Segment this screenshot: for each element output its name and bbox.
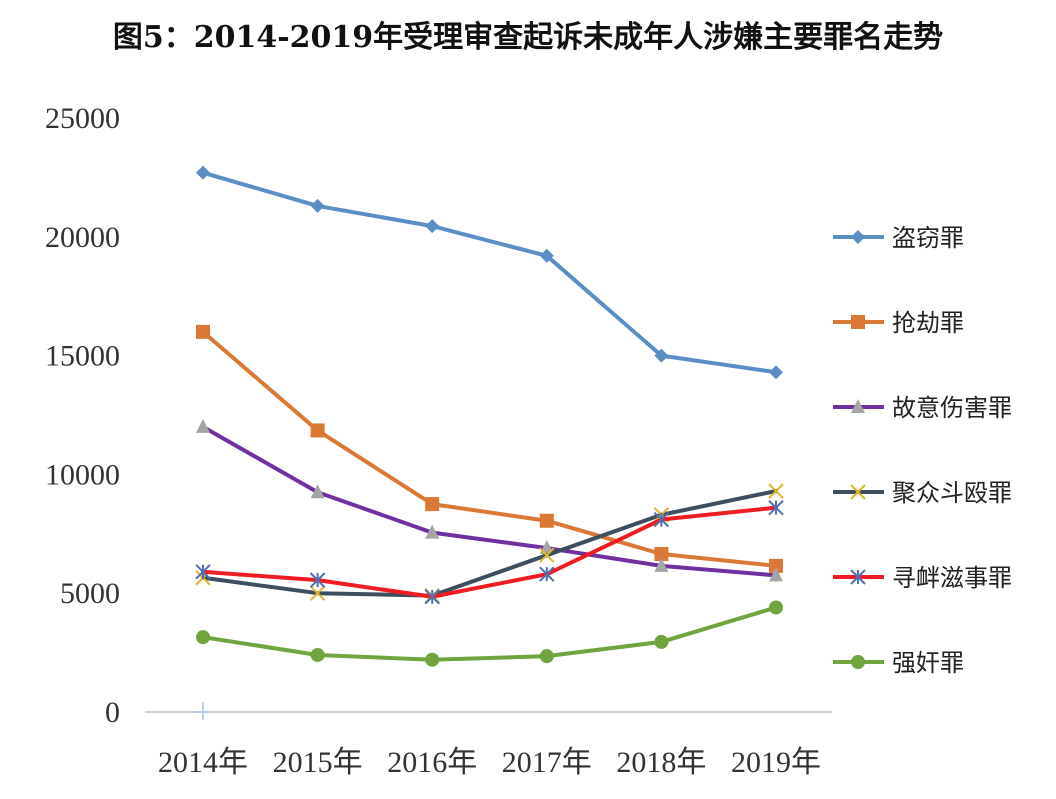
y-tick-label: 5000	[60, 577, 120, 610]
data-point	[309, 572, 326, 588]
data-point	[654, 634, 669, 649]
data-point	[310, 198, 325, 213]
marker-stroke	[309, 585, 326, 601]
series-line	[201, 424, 778, 578]
series-line	[201, 605, 778, 662]
data-point	[310, 484, 325, 499]
data-point	[769, 558, 783, 573]
data-point	[768, 483, 784, 499]
y-tick-label: 0	[105, 696, 120, 729]
data-point	[425, 497, 440, 512]
series-1	[196, 165, 783, 380]
legend-marker	[850, 484, 866, 500]
data-point	[424, 589, 440, 605]
series-layer	[195, 165, 784, 667]
legend-marker	[851, 230, 865, 244]
data-point	[310, 423, 325, 438]
data-point	[196, 165, 210, 180]
data-point	[425, 219, 440, 234]
y-tick-label: 15000	[45, 340, 120, 373]
legend-marker	[851, 315, 865, 329]
data-point	[539, 566, 555, 582]
data-point	[769, 600, 783, 615]
data-point	[653, 511, 670, 528]
data-point	[425, 524, 440, 539]
data-point	[309, 585, 326, 601]
data-point	[196, 324, 210, 339]
series-2	[196, 324, 783, 573]
data-point	[769, 567, 783, 582]
legend-item: 盗窃罪	[833, 224, 964, 252]
y-axis-ticks: 0 5000 10000 15000 20000 25000	[45, 102, 120, 729]
legend-label: 盗窃罪	[892, 224, 964, 252]
series-6	[196, 600, 783, 667]
x-axis-ticks: 2014年 2015年 2016年 2017年 2018年 2019年	[158, 746, 821, 779]
data-point	[539, 649, 554, 664]
legend-marker	[851, 399, 865, 413]
legend-label: 寻衅滋事罪	[892, 564, 1012, 592]
y-tick-label: 10000	[45, 458, 120, 491]
data-point	[195, 564, 211, 580]
data-point	[654, 348, 669, 363]
x-tick-label: 2019年	[731, 746, 821, 779]
legend-label: 抢劫罪	[892, 309, 964, 337]
x-tick-label: 2015年	[273, 746, 363, 779]
x-tick-label: 2014年	[158, 746, 248, 779]
series-5	[195, 499, 784, 605]
series-line	[201, 489, 778, 598]
series-line	[201, 329, 778, 568]
series-line	[201, 505, 778, 599]
data-point	[196, 418, 210, 433]
x-tick-label: 2018年	[616, 746, 706, 779]
data-point	[310, 647, 325, 662]
data-point	[654, 557, 669, 572]
legend-item: 故意伤害罪	[833, 394, 1012, 422]
data-point	[769, 365, 783, 380]
data-point	[196, 630, 210, 645]
legend-item: 寻衅滋事罪	[833, 564, 1012, 592]
legend-label: 强奸罪	[892, 649, 964, 677]
data-point	[539, 513, 554, 528]
x-tick-label: 2016年	[387, 746, 477, 779]
data-point	[539, 248, 554, 263]
data-point	[425, 652, 440, 667]
x-tick-label: 2017年	[502, 746, 592, 779]
legend-label: 聚众斗殴罪	[892, 479, 1012, 507]
data-point	[654, 546, 669, 561]
legend-item: 强奸罪	[833, 649, 964, 677]
y-tick-label: 20000	[45, 221, 120, 254]
data-point	[539, 547, 555, 563]
series-line	[201, 170, 778, 375]
marker-stroke	[850, 484, 866, 500]
marker-stroke	[539, 547, 555, 563]
legend-item: 抢劫罪	[833, 309, 964, 337]
legend-label: 故意伤害罪	[892, 394, 1012, 422]
data-point	[768, 499, 784, 516]
chart-title: 图5：2014-2019年受理审查起诉未成年人涉嫌主要罪名走势	[112, 20, 944, 55]
legend-item: 聚众斗殴罪	[833, 479, 1012, 507]
legend-marker	[851, 655, 865, 669]
legend-marker	[850, 569, 866, 585]
y-tick-label: 25000	[45, 102, 120, 135]
marker-stroke	[768, 483, 784, 499]
